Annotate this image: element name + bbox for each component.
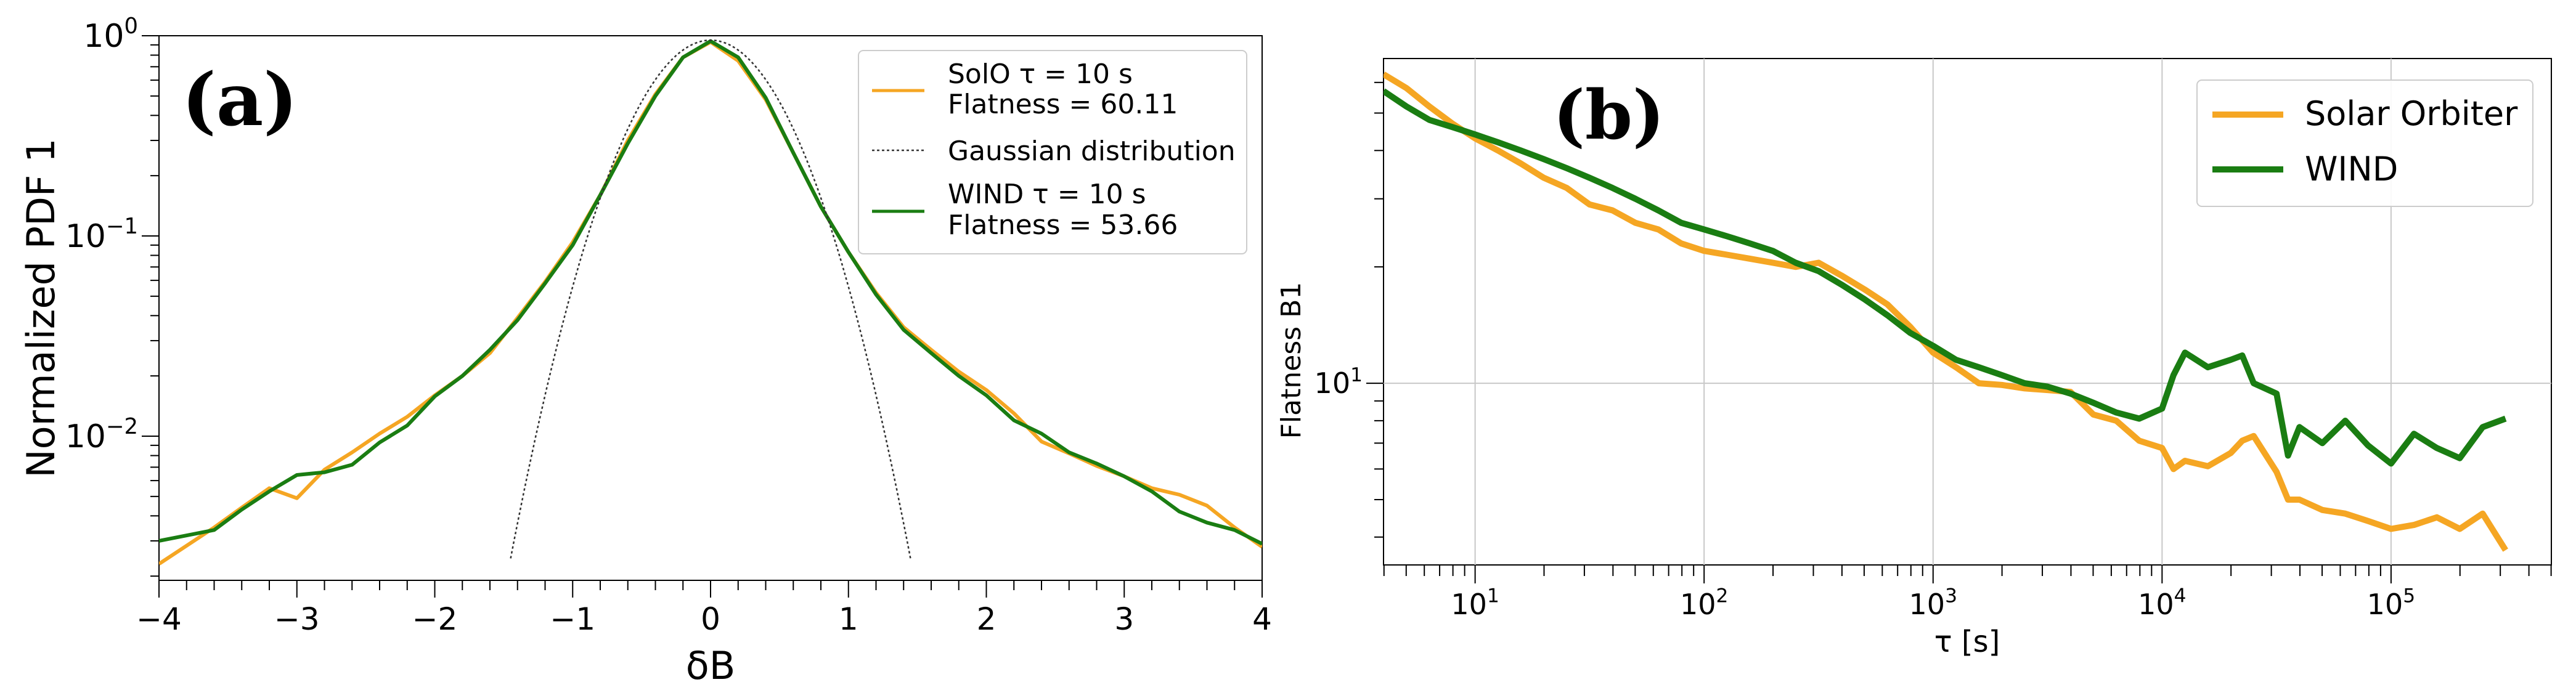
x-tick-label: 2 bbox=[977, 601, 997, 637]
x-tick-label: −3 bbox=[274, 601, 320, 637]
series-line-solar-orbiter bbox=[1384, 71, 2508, 552]
series-line-wind bbox=[159, 39, 1262, 546]
legend-gaussian-label: Gaussian distribution bbox=[948, 136, 1236, 167]
x-tick-label: 102 bbox=[1680, 585, 1728, 621]
legend-solo-line2: Flatness = 60.11 bbox=[948, 89, 1178, 120]
panel-b-legend: Solar Orbiter WIND bbox=[2196, 79, 2533, 207]
y-tick-label: 100 bbox=[83, 14, 138, 55]
legend-solo-line1: SolO τ = 10 s bbox=[948, 59, 1133, 90]
x-tick-label: 104 bbox=[2138, 585, 2186, 621]
y-tick-label: 101 bbox=[1314, 364, 1363, 400]
panel-a-legend-box bbox=[858, 50, 1247, 254]
x-tick-label: −4 bbox=[136, 601, 182, 637]
legend-wind-line1: WIND τ = 10 s bbox=[948, 179, 1146, 210]
series-line-gaussian bbox=[510, 39, 911, 559]
panel-a-label: (a) bbox=[182, 57, 298, 142]
x-tick-label: 103 bbox=[1909, 585, 1957, 621]
series-line-wind bbox=[1384, 88, 2507, 467]
panel-b-x-axis-label: τ [s] bbox=[1934, 625, 2000, 659]
panel-b-plot-frame bbox=[1383, 58, 2552, 566]
x-tick-label: 1 bbox=[839, 601, 858, 637]
panel-b-label: (b) bbox=[1553, 75, 1665, 155]
panel-a-x-axis-label: δB bbox=[686, 643, 735, 688]
x-tick-label: −1 bbox=[550, 601, 595, 637]
panel-a-y-axis-label: Normalized PDF 1 bbox=[18, 138, 63, 477]
legend-wind-b-label: WIND bbox=[2305, 150, 2398, 189]
x-tick-label: 4 bbox=[1252, 601, 1272, 637]
legend-solar-orbiter-label: Solar Orbiter bbox=[2305, 94, 2518, 133]
panel-a-legend: SolO τ = 10 s Flatness = 60.11 Gaussian … bbox=[858, 50, 1247, 254]
x-tick-label: 0 bbox=[701, 601, 720, 637]
legend-wind-line2: Flatness = 53.66 bbox=[948, 209, 1178, 241]
y-tick-label: 10−1 bbox=[65, 214, 138, 255]
x-tick-label: 105 bbox=[2367, 585, 2415, 621]
panel-b-y-axis-label: Flatness B1 bbox=[1276, 282, 1307, 439]
y-tick-label: 10−2 bbox=[65, 414, 138, 455]
panel-a: −4 −3 −2 −1 0 1 2 3 4 100 10−1 10−2 (a) δB Normali… bbox=[18, 14, 1272, 688]
x-tick-label: 101 bbox=[1451, 585, 1499, 621]
x-tick-label: −2 bbox=[412, 601, 458, 637]
x-tick-label: 3 bbox=[1114, 601, 1134, 637]
panel-b: 101 102 103 104 105 101 (b) τ [s] Flatness B… bbox=[1276, 58, 2552, 659]
